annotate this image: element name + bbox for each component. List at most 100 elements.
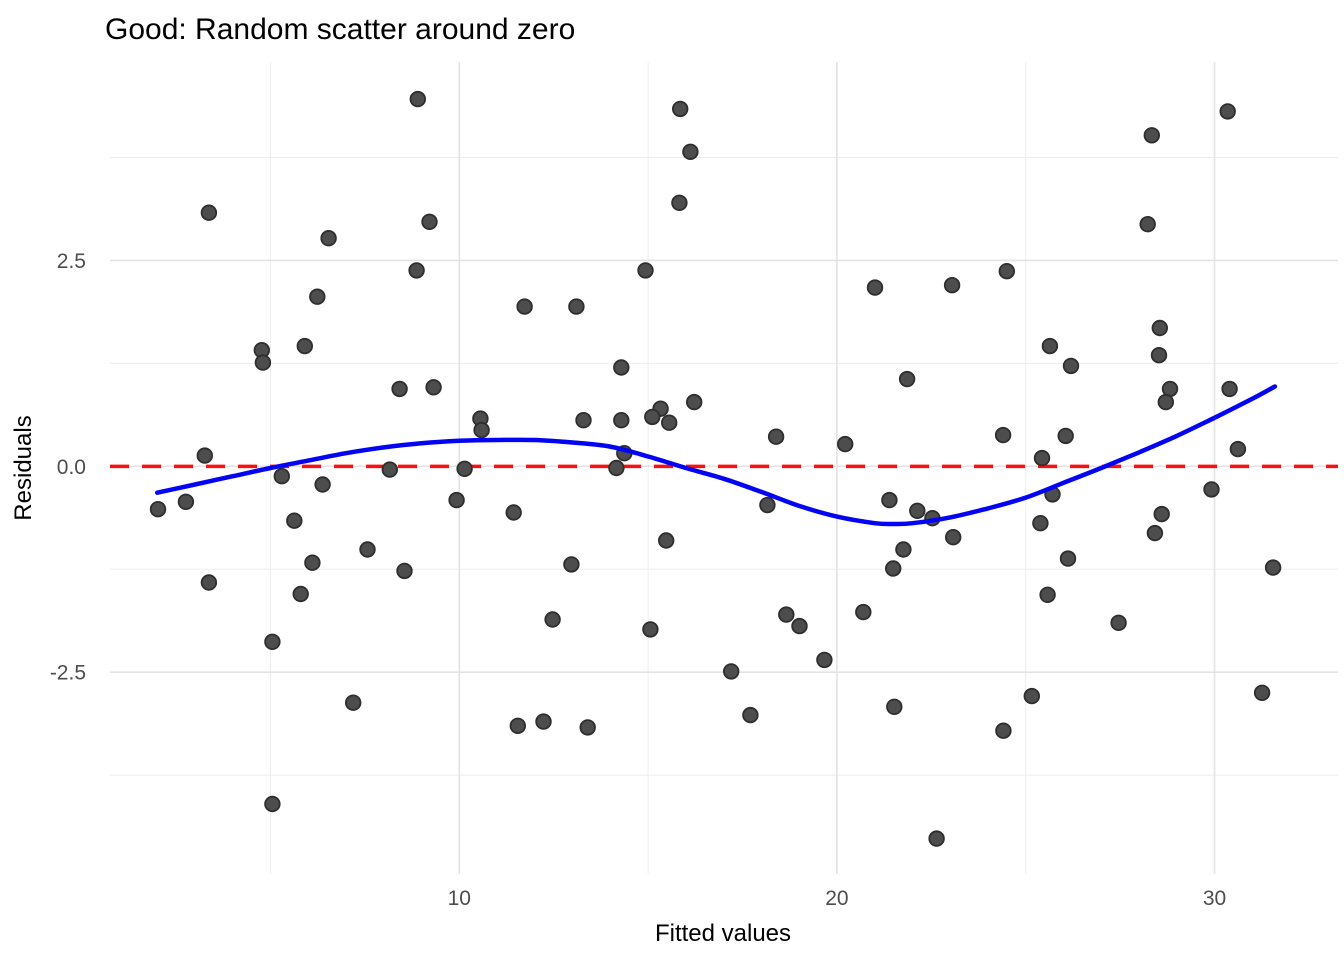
chart-title: Good: Random scatter around zero <box>105 13 575 46</box>
scatter-point <box>320 229 337 247</box>
scatter-point <box>1150 347 1168 364</box>
y-tick-label: 2.5 <box>57 250 86 273</box>
scatter-points <box>149 90 1282 847</box>
scatter-point <box>254 354 272 371</box>
y-tick-label: 0.0 <box>57 456 86 479</box>
scatter-point <box>544 611 561 628</box>
scatter-point <box>579 719 596 736</box>
scatter-point <box>637 262 654 279</box>
y-tick-label: -2.5 <box>50 662 86 685</box>
scatter-point <box>778 606 795 623</box>
scatter-point <box>895 541 912 558</box>
scatter-point <box>509 717 527 735</box>
scatter-point <box>1039 586 1056 604</box>
scatter-point <box>866 279 884 296</box>
x-axis-tick-labels: 10 20 30 <box>448 887 1227 910</box>
scatter-point <box>563 556 580 573</box>
scatter-point <box>309 288 326 305</box>
x-tick-label: 20 <box>825 887 848 910</box>
scatter-point <box>1219 103 1236 120</box>
scatter-point <box>408 262 425 279</box>
scatter-point <box>1139 215 1156 233</box>
scatter-point <box>885 560 902 577</box>
y-axis-tick-labels: 2.5 0.0 -2.5 <box>50 250 86 685</box>
scatter-point <box>1062 357 1080 375</box>
scatter-point <box>396 562 413 580</box>
scatter-point <box>264 633 281 651</box>
scatter-point <box>296 337 314 355</box>
scatter-point <box>898 370 916 388</box>
scatter-point <box>575 412 592 429</box>
scatter-point <box>943 277 961 294</box>
scatter-point <box>928 830 945 847</box>
scatter-point <box>1057 427 1074 445</box>
scatter-point <box>1146 524 1164 542</box>
scatter-point <box>264 795 281 813</box>
scatter-point <box>661 414 678 431</box>
scatter-point <box>642 621 659 638</box>
scatter-point <box>286 512 303 529</box>
scatter-point <box>1221 380 1238 398</box>
scatter-point <box>644 408 661 426</box>
loess-smooth-curve <box>154 384 1278 527</box>
scatter-point <box>672 100 689 118</box>
scatter-point <box>391 380 408 398</box>
scatter-point <box>1153 505 1170 523</box>
scatter-point <box>994 426 1012 444</box>
scatter-point <box>658 532 675 549</box>
x-axis-title: Fitted values <box>655 920 791 947</box>
scatter-point <box>855 603 872 621</box>
scatter-point <box>381 461 399 478</box>
scatter-point <box>448 491 465 509</box>
scatter-point <box>995 722 1012 739</box>
x-tick-label: 30 <box>1203 887 1226 910</box>
scatter-point <box>200 204 218 221</box>
y-axis-title: Residuals <box>10 415 37 520</box>
scatter-point <box>345 694 362 711</box>
scatter-point <box>359 541 376 558</box>
scatter-point <box>613 359 630 376</box>
scatter-point <box>791 617 808 635</box>
scatter-point <box>945 529 962 546</box>
scatter-point <box>837 435 854 453</box>
scatter-point <box>200 574 218 591</box>
scatter-point <box>998 263 1016 280</box>
scatter-point <box>505 504 522 521</box>
scatter-point <box>1032 515 1049 532</box>
scatter-point <box>742 706 759 724</box>
scatter-point <box>177 493 195 511</box>
scatter-point <box>682 143 699 161</box>
scatter-point <box>1033 449 1051 467</box>
scatter-point <box>1229 440 1247 458</box>
scatter-point <box>686 393 703 411</box>
scatter-point <box>1253 684 1271 702</box>
scatter-point <box>613 412 630 429</box>
scatter-point <box>881 491 898 509</box>
scatter-point <box>314 476 331 493</box>
scatter-point <box>909 502 926 520</box>
scatter-point <box>473 421 490 439</box>
scatter-point <box>1151 319 1169 337</box>
scatter-point <box>1157 393 1175 411</box>
scatter-point <box>425 379 442 396</box>
scatter-point <box>1059 550 1077 567</box>
scatter-point <box>421 213 438 231</box>
scatter-point <box>1023 687 1041 705</box>
x-tick-label: 10 <box>448 887 471 910</box>
scatter-point <box>273 468 291 485</box>
scatter-point <box>1110 614 1127 632</box>
scatter-point <box>535 713 552 730</box>
scatter-point <box>816 651 833 669</box>
scatter-point <box>409 90 427 108</box>
scatter-point <box>767 428 785 445</box>
scatter-point <box>456 460 473 478</box>
scatter-point <box>1264 559 1282 576</box>
scatter-point <box>1041 337 1059 355</box>
scatter-point <box>723 663 740 680</box>
scatter-point <box>304 554 321 571</box>
scatter-point <box>149 501 167 518</box>
scatter-point <box>516 298 533 315</box>
